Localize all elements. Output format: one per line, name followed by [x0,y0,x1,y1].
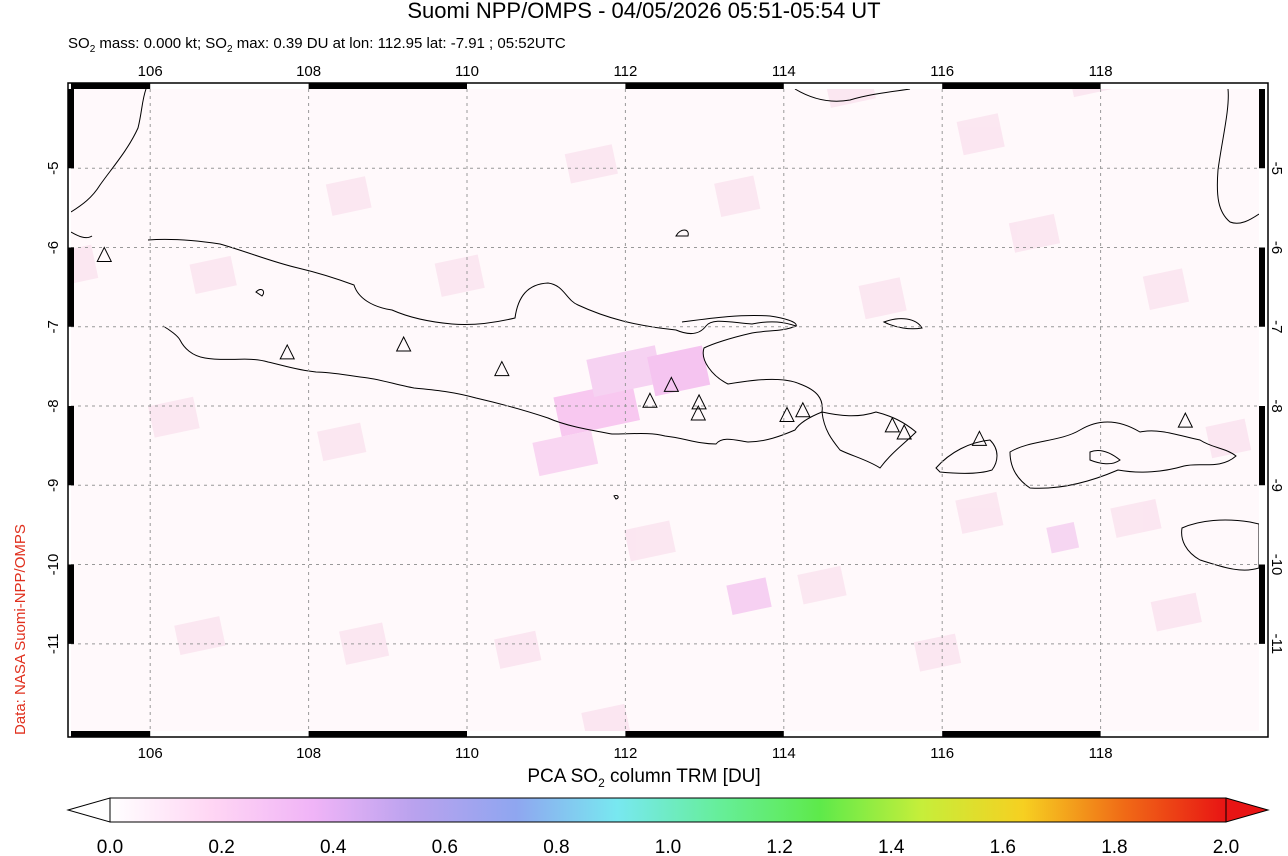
lon-label-top: 108 [296,63,321,80]
lat-label-right: -9 [1268,479,1285,492]
lon-label-top: 112 [613,63,637,80]
volcano-marker [96,246,113,262]
lat-lon-grid [71,89,1259,731]
colorbar-tick-label: 1.2 [766,837,792,856]
so2-summary: SO2 mass: 0.000 kt; SO2 max: 0.39 DU at … [68,35,566,55]
lat-label-left: -9 [45,479,62,492]
volcano-marker [494,360,510,377]
volcano-marker [691,393,707,410]
colorbar-title: PCA SO2 column TRM [DU] [527,766,761,790]
volcano-marker [1177,411,1194,428]
lon-label-top: 116 [930,63,954,80]
lon-label-top: 106 [138,63,163,80]
axis-labels: 106 106 108 108 110 110 112 112 114 114 116 116 118 1… [45,63,1285,760]
volcano-marker [896,423,912,440]
colorbar-tick-label: 1.4 [878,837,905,856]
lon-label-bottom: 110 [455,745,479,760]
lat-label-left: -6 [45,241,62,254]
colorbar-tick-label: 1.6 [990,837,1016,856]
lon-label-top: 110 [455,63,479,80]
so2-map: 106 106 108 108 110 110 112 112 114 114 116 116 118 1… [45,63,1285,760]
lat-label-right: -8 [1268,399,1285,412]
so2-pixel-layer [71,89,1252,731]
volcano-marker [690,404,707,421]
colorbar-over-arrow [1225,797,1270,823]
lon-label-bottom: 108 [296,745,321,760]
lat-label-right: -10 [1268,554,1285,576]
lat-label-right: -6 [1268,241,1285,254]
map-background [71,89,1259,731]
volcano-marker [279,343,296,360]
lat-label-right: -11 [1268,634,1285,655]
volcano-marker [794,401,811,418]
colorbar-tick-label: 2.0 [1213,837,1239,856]
coastline-layer [71,89,1259,571]
colorbar-tick-label: 1.0 [655,837,681,856]
lon-label-bottom: 106 [138,745,163,760]
lon-label-bottom: 116 [930,745,954,760]
volcano-marker [779,406,795,423]
colorbar-gradient [109,797,1227,823]
volcano-marker [663,376,680,392]
colorbar-under-arrow [66,797,111,823]
lon-label-top: 118 [1089,63,1113,80]
lat-label-right: -7 [1268,320,1285,333]
lat-label-left: -7 [45,320,62,333]
frame-ticks [68,83,1265,737]
lat-label-right: -5 [1268,162,1285,175]
colorbar-tick-label: 0.0 [97,837,123,856]
colorbar: 0.0 0.2 0.4 0.6 0.8 1.0 1.2 1.4 1.6 1.8 2.0 [66,797,1270,856]
lat-label-left: -10 [45,554,62,576]
lon-label-bottom: 112 [613,745,637,760]
colorbar-tick-label: 0.2 [208,837,234,856]
colorbar-tick-label: 0.6 [432,837,458,856]
volcano-marker [395,335,412,352]
map-title: Suomi NPP/OMPS - 04/05/2026 05:51-05:54 … [407,0,881,23]
colorbar-tick-labels: 0.0 0.2 0.4 0.6 0.8 1.0 1.2 1.4 1.6 1.8 2.0 [97,837,1239,856]
lon-label-bottom: 114 [772,745,796,760]
lat-label-left: -8 [45,399,62,412]
lon-label-top: 114 [772,63,796,80]
volcano-marker [642,392,658,408]
lat-label-left: -11 [45,634,62,655]
volcano-marker [971,430,988,446]
colorbar-tick-label: 0.4 [320,837,347,856]
colorbar-tick-label: 1.8 [1101,837,1127,856]
lon-label-bottom: 118 [1089,745,1113,760]
volcano-marker [884,416,901,433]
volcano-layer [96,246,1194,446]
colorbar-tick-label: 0.8 [543,837,569,856]
lat-label-left: -5 [45,162,62,175]
